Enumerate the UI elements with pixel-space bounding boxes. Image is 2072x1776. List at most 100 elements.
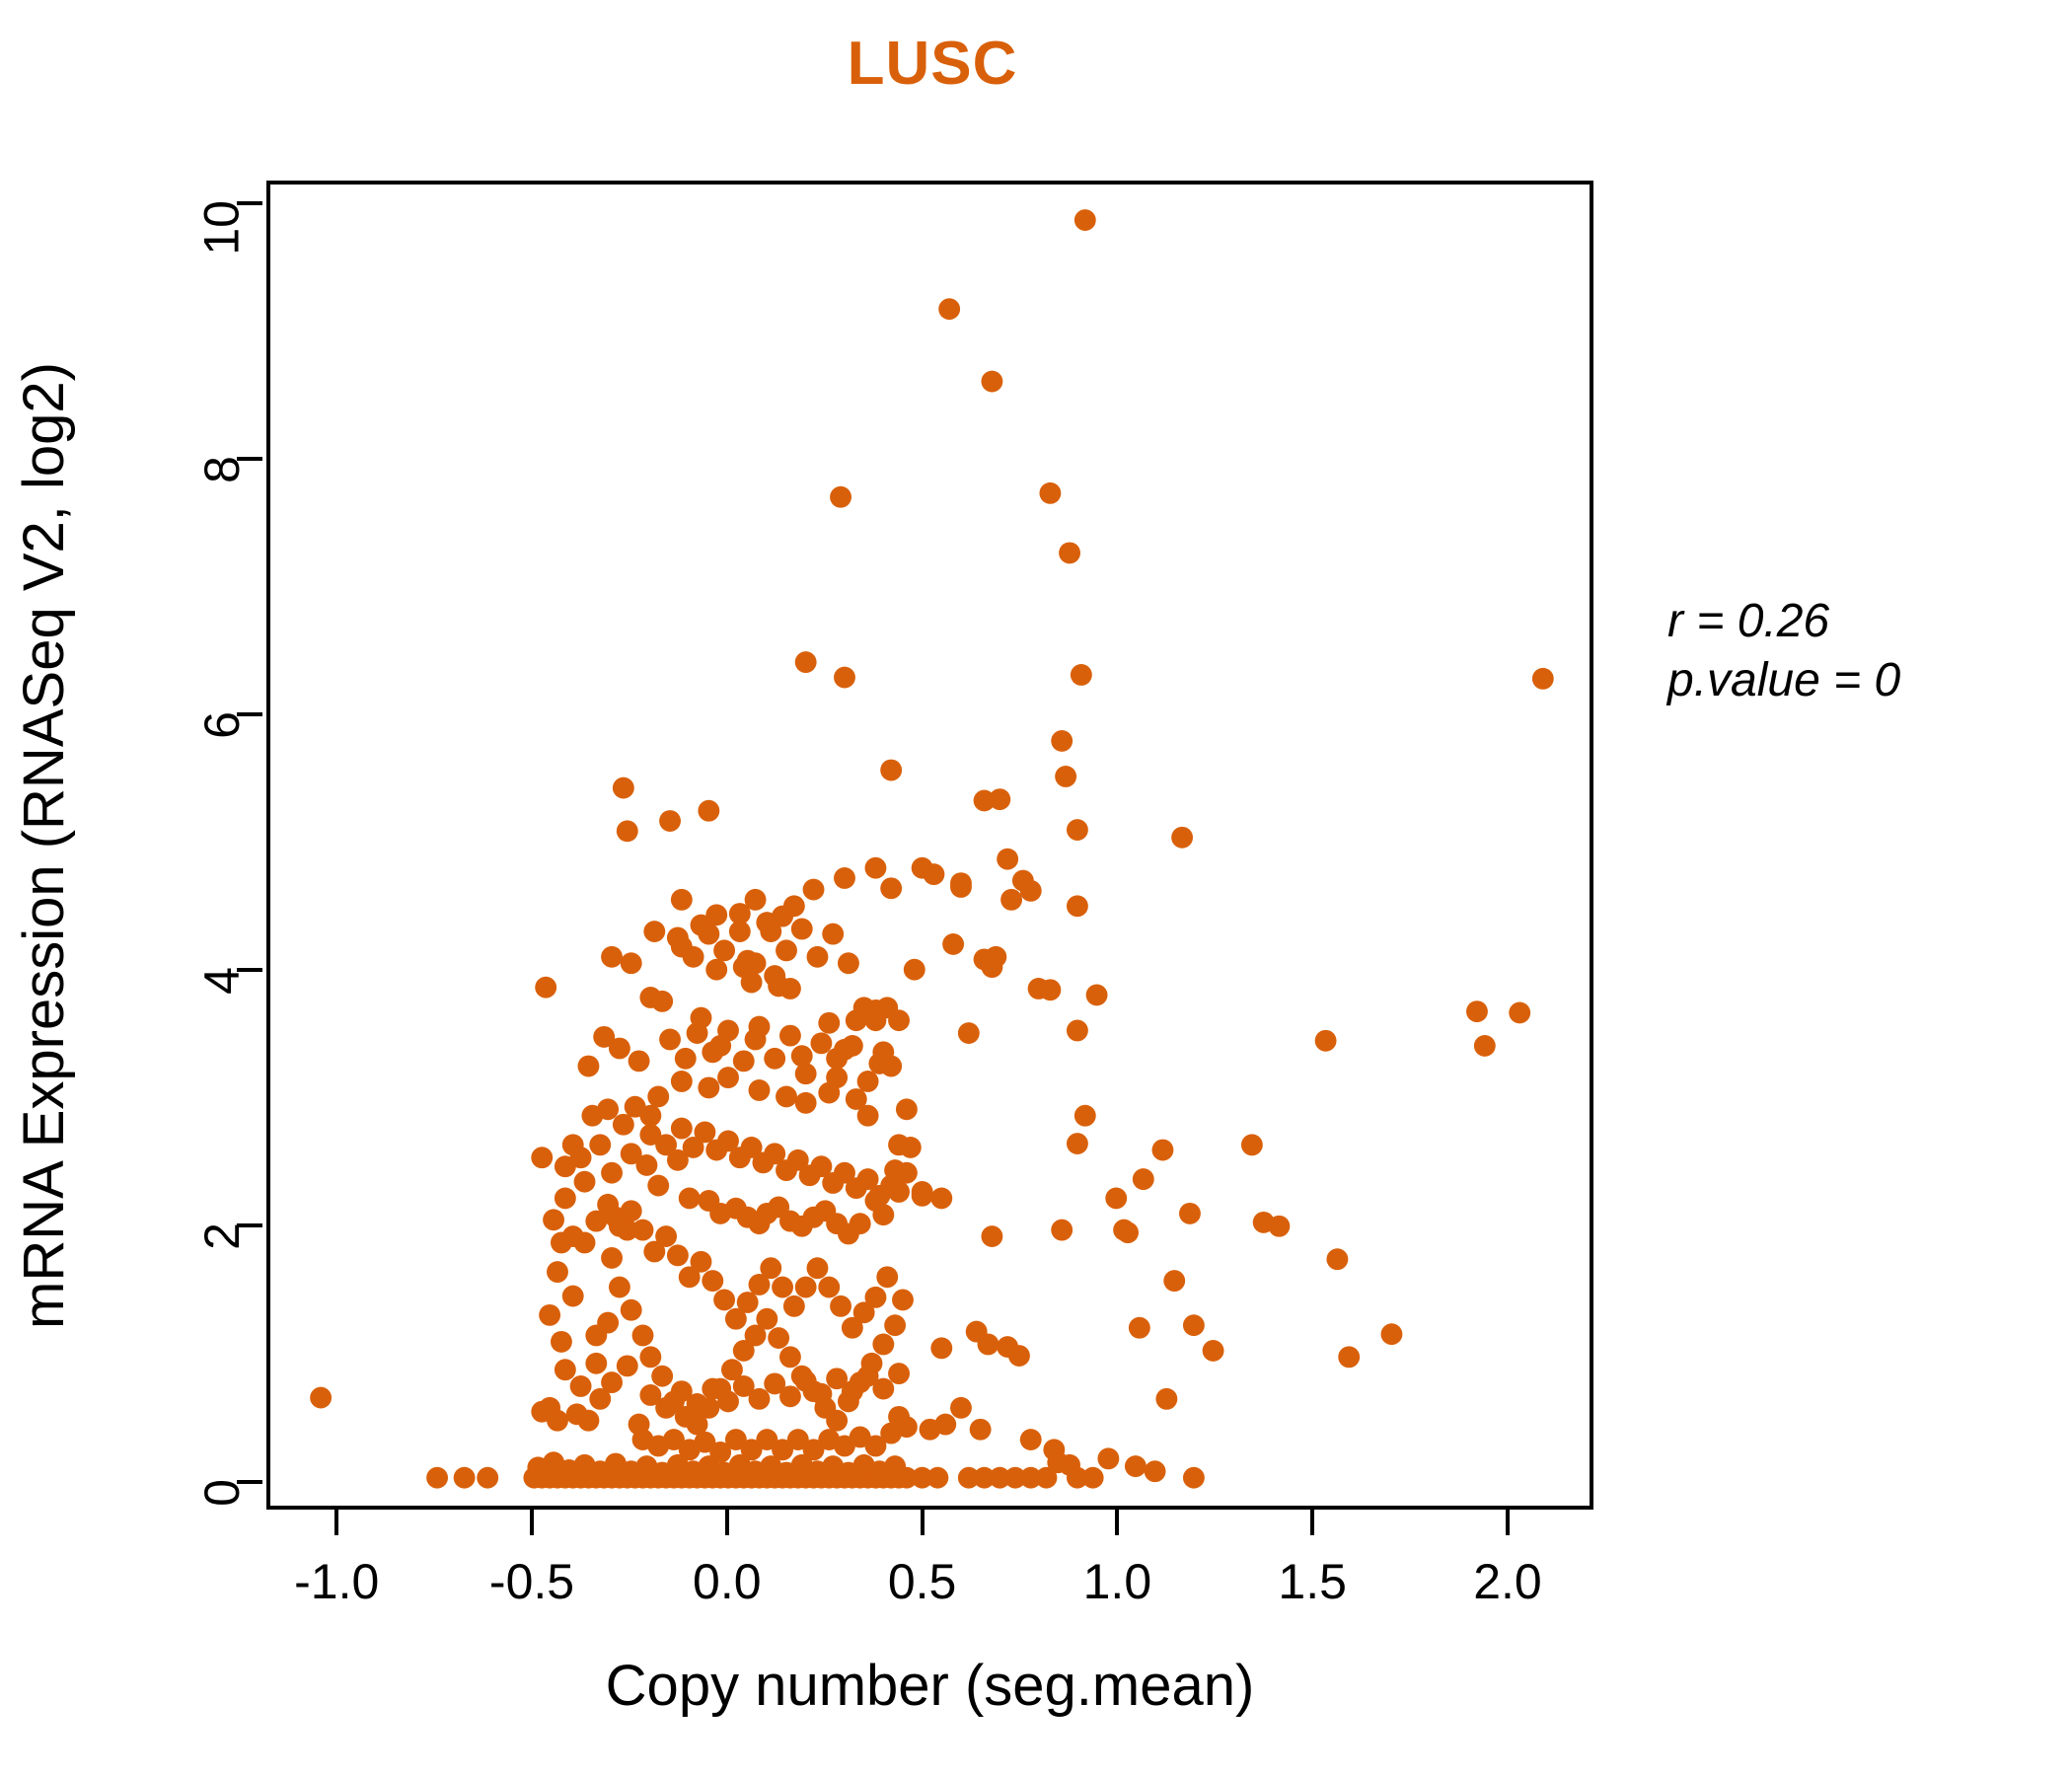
scatter-point: [547, 1409, 568, 1432]
scatter-point: [631, 1324, 654, 1347]
scatter-point: [880, 877, 903, 900]
scatter-point: [779, 1385, 801, 1408]
scatter-point: [740, 971, 763, 994]
scatter-point: [543, 1209, 564, 1231]
scatter-point: [806, 1257, 829, 1280]
scatter-point: [1179, 1202, 1201, 1224]
scatter-point: [872, 1041, 895, 1064]
y-axis-tick: [237, 968, 262, 973]
scatter-point: [748, 1015, 771, 1038]
scatter-point: [1240, 1134, 1263, 1156]
scatter-point: [938, 298, 961, 321]
x-axis-tick-label: -0.5: [488, 1554, 575, 1609]
scatter-point: [1019, 1429, 1042, 1450]
scatter-point: [698, 1076, 720, 1099]
scatter-point: [841, 1316, 863, 1339]
scatter-point: [531, 1147, 554, 1169]
scatter-point: [1035, 1466, 1058, 1489]
scatter-point: [864, 856, 887, 879]
scatter-point: [772, 1439, 794, 1461]
scatter-point: [989, 1466, 1011, 1489]
scatter-point: [620, 952, 642, 975]
scatter-point: [973, 789, 996, 812]
scatter-point: [981, 370, 1003, 393]
scatter-point: [639, 1124, 662, 1146]
scatter-point: [965, 1320, 988, 1343]
correlation-value: r = 0.26: [1667, 595, 1830, 647]
scatter-point: [856, 1104, 879, 1127]
x-axis-tick: [920, 1510, 925, 1535]
scatter-point: [845, 1088, 867, 1110]
scatter-point: [826, 1409, 849, 1432]
scatter-point: [911, 1184, 933, 1207]
scatter-point: [663, 1429, 685, 1450]
scatter-point: [794, 1276, 817, 1298]
scatter-point: [756, 1307, 778, 1330]
scatter-point: [950, 1396, 972, 1419]
scatter-point: [608, 1276, 630, 1298]
y-axis-tick-label: 10: [194, 200, 250, 256]
scatter-point: [768, 975, 790, 998]
scatter-point: [903, 958, 925, 981]
scatter-point: [577, 1055, 600, 1077]
scatter-point: [830, 1295, 851, 1317]
scatter-point: [834, 867, 855, 889]
scatter-point: [899, 1136, 922, 1158]
scatter-point: [589, 1134, 612, 1156]
y-axis-tick-label: 0: [194, 1478, 250, 1507]
scatter-point: [694, 1121, 716, 1144]
chart-title: LUSC: [847, 30, 1018, 98]
scatter-point: [1132, 1168, 1154, 1191]
scatter-point: [772, 1276, 794, 1298]
scatter-point: [453, 1466, 476, 1489]
scatter-point: [786, 1429, 809, 1450]
scatter-point: [923, 863, 945, 886]
y-axis-tick-label: 8: [194, 456, 250, 484]
scatter-point: [616, 1355, 638, 1377]
x-axis-tick: [1310, 1510, 1315, 1535]
scatter-point: [748, 1387, 771, 1410]
scatter-point: [1066, 1133, 1088, 1154]
scatter-point: [561, 1134, 584, 1156]
scatter-point: [744, 952, 767, 975]
scatter-point: [1155, 1387, 1178, 1410]
y-axis-title-wrapper: mRNA Expression (RNASeq V2, log2): [0, 181, 89, 1510]
scatter-point: [1466, 1000, 1488, 1023]
scatter-point: [1473, 1034, 1496, 1057]
scatter-point: [856, 1168, 879, 1191]
scatter-point: [655, 1396, 678, 1419]
scatter-point: [888, 1009, 910, 1032]
scatter-point: [779, 1024, 801, 1047]
scatter-point: [620, 1143, 642, 1165]
scatter-point: [561, 1285, 584, 1307]
y-axis-tick: [237, 712, 262, 717]
scatter-point: [608, 1037, 630, 1060]
scatter-point: [674, 1047, 697, 1070]
scatter-point: [628, 1413, 650, 1436]
scatter-point: [1105, 1187, 1128, 1210]
scatter-point: [639, 1104, 662, 1127]
scatter-point: [837, 952, 859, 975]
scatter-point: [950, 872, 972, 895]
scatter-point: [694, 1431, 716, 1453]
scatter-point: [686, 1393, 708, 1415]
scatter-point: [764, 1143, 786, 1165]
scatter-point: [760, 921, 782, 942]
scatter-point: [872, 1204, 895, 1226]
scatter-point: [957, 1022, 980, 1044]
scatter-point: [631, 1219, 654, 1241]
scatter-point: [1000, 888, 1023, 911]
x-axis-tick-label: 2.0: [1473, 1554, 1542, 1609]
pvalue-value: p.value = 0: [1667, 654, 1901, 706]
scatter-point: [713, 1289, 736, 1311]
scatter-point: [643, 1240, 666, 1263]
scatter-point: [810, 1382, 833, 1405]
scatter-point: [1151, 1139, 1174, 1161]
scatter-point: [794, 651, 817, 674]
scatter-point: [643, 921, 666, 942]
scatter-point: [310, 1386, 333, 1409]
scatter-point: [1124, 1455, 1147, 1478]
scatter-point: [856, 1365, 879, 1387]
scatter-point: [957, 1466, 980, 1489]
